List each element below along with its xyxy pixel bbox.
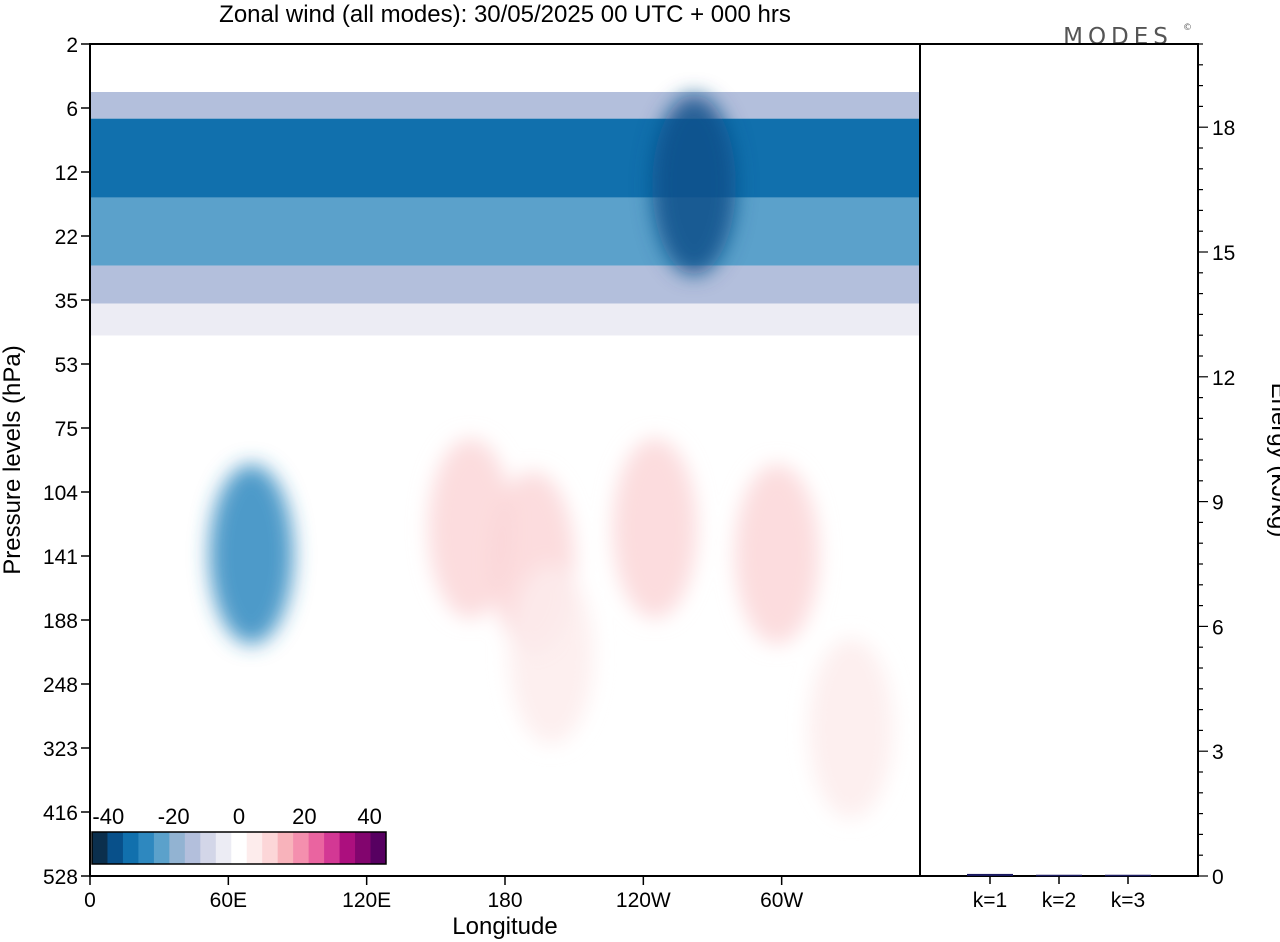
colorbar-tick-label: 0 — [233, 804, 245, 829]
brand-mark: © — [1183, 23, 1197, 33]
contour-blob-4 — [735, 464, 820, 645]
colorbar-swatch — [231, 832, 248, 864]
contour-bands — [90, 44, 920, 876]
energy-bars: k=1 k=2 k=3 — [967, 873, 1151, 912]
colorbar-swatch — [200, 832, 217, 864]
pressure-tick-label: 248 — [43, 674, 78, 697]
pressure-axis: 2 6 12 22 35 53 75 104 141 188 248 323 416 528 — [43, 34, 90, 889]
longitude-tick-label: 120E — [342, 889, 391, 912]
chart-title: Zonal wind (all modes): 30/05/2025 00 UT… — [219, 1, 791, 28]
colorbar-swatch — [92, 832, 108, 864]
pressure-tick-label: 35 — [55, 290, 78, 313]
contour-blob-5 — [652, 94, 737, 275]
colorbar-swatch — [246, 832, 263, 864]
pressure-tick-label: 53 — [55, 354, 78, 377]
energy-bar-k=3 — [1105, 874, 1151, 877]
pressure-tick-label: 188 — [43, 610, 78, 633]
colorbar-tick-label: -20 — [158, 804, 190, 829]
contour-band-1 — [90, 92, 920, 119]
energy-axis-label: Energy (kJ/kg) — [1266, 383, 1280, 538]
colorbar-swatch — [355, 832, 372, 864]
colorbar-swatch — [169, 832, 186, 864]
energy-tick-label: 3 — [1212, 741, 1224, 764]
contour-blob-7 — [808, 638, 893, 819]
contour-band-0 — [90, 44, 920, 92]
colorbar-frame — [91, 831, 387, 865]
energy-tick-label: 12 — [1212, 367, 1235, 390]
colorbar-tick-label: 20 — [292, 804, 316, 829]
pressure-tick-label: 416 — [43, 802, 78, 825]
colorbar-swatch — [262, 832, 279, 864]
pressure-tick-label: 2 — [66, 34, 78, 57]
y-axis-label: Pressure levels (hPa) — [0, 345, 26, 574]
longitude-axis: 0 60E 120E 180 120W 60W — [84, 876, 803, 912]
energy-category-label: k=1 — [973, 889, 1007, 912]
pressure-tick-label: 528 — [43, 866, 78, 889]
energy-tick-label: 18 — [1212, 117, 1235, 140]
energy-tick-label: 6 — [1212, 616, 1224, 639]
contour-band-4 — [90, 265, 920, 304]
pressure-tick-label: 6 — [66, 98, 78, 121]
colorbar-swatch — [293, 832, 310, 864]
colorbar-swatch — [122, 832, 139, 864]
contour-band-2 — [90, 118, 920, 198]
contour-blob-0 — [209, 464, 294, 645]
colorbar-swatch — [277, 832, 294, 864]
contour-band-3 — [90, 197, 920, 266]
colorbar-swatch — [215, 832, 232, 864]
energy-tick-label: 15 — [1212, 242, 1235, 265]
x-axis-label: Longitude — [452, 913, 557, 940]
pressure-tick-label: 75 — [55, 418, 78, 441]
colorbar-swatch — [339, 832, 356, 864]
colorbar: -40 -20 0 20 40 — [91, 804, 387, 865]
longitude-tick-label: 60E — [210, 889, 247, 912]
energy-bar-k=1 — [967, 873, 1013, 876]
colorbar-swatch — [153, 832, 170, 864]
longitude-tick-label: 180 — [487, 889, 522, 912]
colorbar-swatch — [308, 832, 325, 864]
energy-tick-label: 0 — [1212, 866, 1224, 889]
colorbar-swatch — [107, 832, 124, 864]
contour-blobs — [209, 94, 893, 819]
colorbar-swatch — [324, 832, 341, 864]
colorbar-swatch — [184, 832, 201, 864]
contour-plot — [90, 44, 920, 876]
pressure-tick-label: 141 — [43, 546, 78, 569]
longitude-tick-label: 120W — [616, 889, 671, 912]
colorbar-swatch — [138, 832, 155, 864]
contour-blob-3 — [612, 438, 697, 619]
energy-category-label: k=3 — [1111, 889, 1145, 912]
longitude-tick-label: 60W — [760, 889, 803, 912]
energy-axis: 0 3 6 9 12 15 18 — [1198, 43, 1235, 889]
pressure-tick-label: 323 — [43, 738, 78, 761]
longitude-tick-label: 0 — [84, 889, 96, 912]
energy-panel-frame — [919, 43, 1199, 877]
energy-tick-label: 9 — [1212, 492, 1224, 515]
energy-bar-k=2 — [1036, 874, 1082, 877]
energy-category-label: k=2 — [1042, 889, 1076, 912]
pressure-tick-label: 22 — [55, 226, 78, 249]
pressure-tick-label: 104 — [43, 482, 78, 505]
colorbar-swatch — [370, 832, 387, 864]
contour-blob-6 — [509, 564, 594, 745]
colorbar-tick-label: 40 — [357, 804, 381, 829]
pressure-tick-label: 12 — [55, 162, 78, 185]
contour-band-5 — [90, 303, 920, 336]
colorbar-tick-label: -40 — [92, 804, 124, 829]
